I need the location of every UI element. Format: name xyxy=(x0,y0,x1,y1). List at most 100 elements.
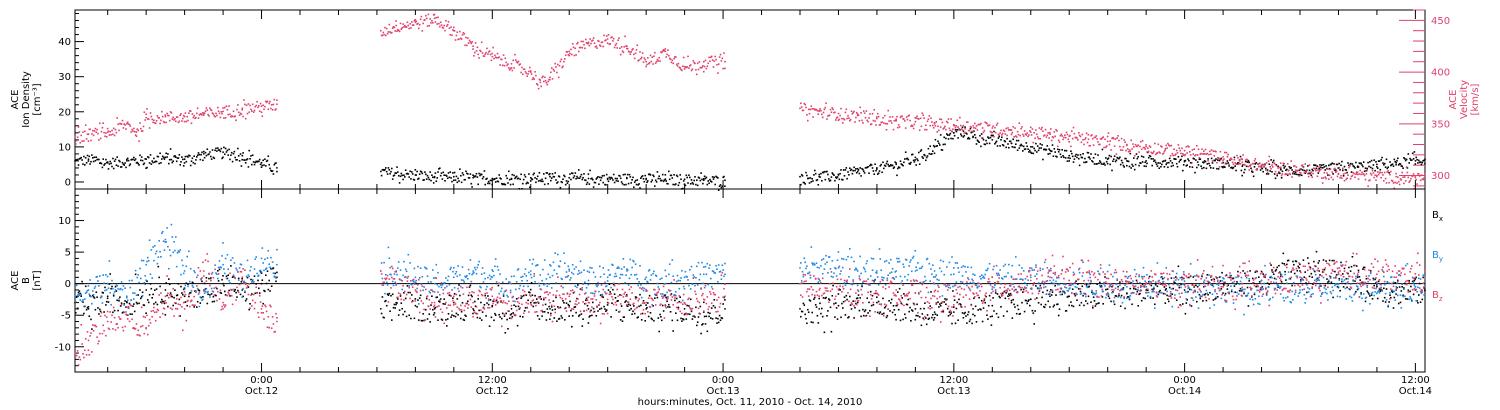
data-point xyxy=(1392,182,1395,184)
data-point xyxy=(245,298,248,300)
data-point xyxy=(1210,149,1213,151)
data-point xyxy=(701,178,703,181)
data-point xyxy=(507,63,509,65)
data-point xyxy=(112,295,115,297)
data-point xyxy=(1194,154,1196,157)
data-point xyxy=(1174,154,1176,156)
data-point xyxy=(920,125,923,128)
data-point xyxy=(1336,163,1339,166)
data-point xyxy=(1210,276,1212,278)
data-point xyxy=(512,312,514,314)
data-point xyxy=(1022,150,1024,152)
data-point xyxy=(487,299,490,302)
data-point xyxy=(433,308,436,310)
data-point xyxy=(870,304,873,307)
data-point xyxy=(847,171,849,173)
data-point xyxy=(1159,162,1161,164)
data-point xyxy=(1324,284,1327,287)
data-point xyxy=(572,292,575,294)
data-point xyxy=(1064,157,1067,159)
data-point xyxy=(574,306,577,308)
data-point xyxy=(1364,167,1367,169)
data-point xyxy=(1151,288,1153,291)
data-point xyxy=(1042,130,1044,132)
data-point xyxy=(417,22,419,25)
data-point xyxy=(580,173,583,176)
data-point xyxy=(234,115,236,117)
data-point xyxy=(202,112,204,114)
data-point xyxy=(1101,148,1104,151)
data-point xyxy=(447,275,450,278)
data-point xyxy=(393,174,396,176)
data-point xyxy=(1243,292,1245,295)
data-point xyxy=(908,310,910,313)
data-point xyxy=(565,302,568,304)
data-point xyxy=(258,158,261,161)
data-point xyxy=(440,286,443,289)
data-point xyxy=(805,106,807,109)
data-point xyxy=(939,126,942,128)
data-point xyxy=(515,59,517,61)
data-point xyxy=(222,151,225,154)
data-point xyxy=(1029,149,1031,152)
data-point xyxy=(467,278,469,280)
data-point xyxy=(1259,165,1262,168)
data-point xyxy=(443,24,445,27)
data-point xyxy=(240,263,243,266)
data-point xyxy=(206,109,209,111)
data-point xyxy=(1362,165,1364,168)
data-point xyxy=(673,57,675,60)
data-point xyxy=(925,128,928,131)
data-point xyxy=(1165,163,1167,166)
data-point xyxy=(229,282,231,284)
data-point xyxy=(265,274,267,276)
data-point xyxy=(158,162,160,165)
data-point xyxy=(179,164,181,166)
data-point xyxy=(476,316,479,319)
data-point xyxy=(182,293,184,296)
data-point xyxy=(587,308,590,310)
data-point xyxy=(129,163,132,165)
data-point xyxy=(568,50,571,53)
data-point xyxy=(549,76,551,79)
data-point xyxy=(1080,156,1083,159)
data-point xyxy=(613,46,616,49)
left-axis-label-line: Ion Density xyxy=(21,71,32,128)
data-point xyxy=(178,251,181,253)
data-point xyxy=(434,277,437,279)
data-point xyxy=(457,314,459,316)
data-point xyxy=(860,175,862,177)
data-point xyxy=(77,126,80,128)
data-point xyxy=(467,294,470,297)
data-point xyxy=(1110,149,1112,151)
data-point xyxy=(1180,283,1182,286)
data-point xyxy=(910,125,912,128)
data-point xyxy=(1104,164,1106,166)
data-point xyxy=(696,184,699,187)
data-point xyxy=(100,130,103,133)
data-point xyxy=(918,129,921,131)
data-point xyxy=(1368,165,1370,168)
data-point xyxy=(956,119,959,122)
data-point xyxy=(667,49,669,51)
data-point xyxy=(1268,283,1271,286)
data-point xyxy=(816,314,819,317)
data-point xyxy=(453,286,456,289)
data-point xyxy=(520,297,522,299)
data-point xyxy=(1332,296,1334,299)
data-point xyxy=(689,176,691,179)
data-point xyxy=(719,53,722,56)
data-point xyxy=(455,175,458,178)
data-point xyxy=(1147,151,1149,154)
data-point xyxy=(1296,269,1299,272)
data-point xyxy=(834,111,836,114)
data-point xyxy=(1271,171,1273,173)
data-point xyxy=(581,46,584,49)
data-point xyxy=(210,158,213,160)
data-point xyxy=(1312,283,1314,285)
data-point xyxy=(1026,132,1028,134)
data-point xyxy=(488,50,491,52)
data-point xyxy=(1379,171,1382,174)
data-point xyxy=(218,260,221,262)
data-point xyxy=(641,175,644,177)
